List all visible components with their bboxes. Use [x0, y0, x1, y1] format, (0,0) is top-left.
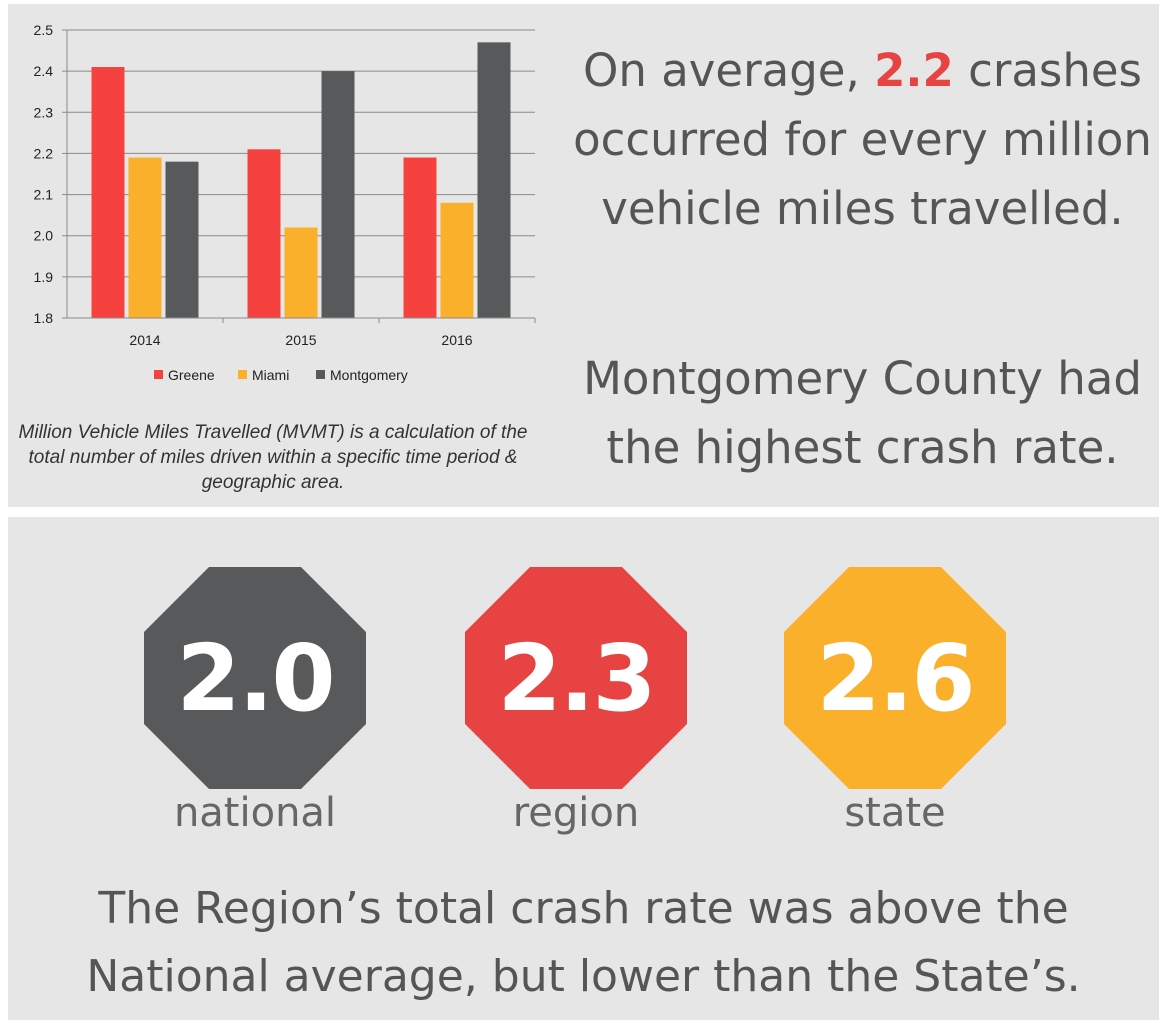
average-prefix: On average, [582, 44, 875, 97]
average-statement: On average, 2.2 crashes occurred for eve… [560, 36, 1165, 243]
region-label: region [512, 790, 640, 836]
y-tick-label: 2.5 [34, 22, 54, 38]
x-tick-label: 2016 [441, 332, 472, 348]
national-rate-value: 2.0 [176, 624, 336, 732]
octagon-shape [465, 567, 687, 789]
y-tick-label: 1.9 [34, 269, 54, 285]
national-octagon: 2.0 [144, 567, 366, 789]
bar-greene-2016 [403, 157, 437, 318]
bar-montgomery-2016 [477, 42, 511, 318]
region-comparison-statement: The Region’s total crash rate was above … [86, 883, 1081, 1002]
x-tick-label: 2014 [129, 332, 160, 348]
region-octagon: 2.3 [465, 567, 687, 789]
bar-greene-2014 [91, 67, 125, 319]
y-tick-label: 2.0 [34, 228, 54, 244]
legend-swatch-montgomery [316, 370, 325, 379]
bar-montgomery-2014 [165, 161, 199, 318]
region-rate-value: 2.3 [497, 624, 657, 732]
crash-rate-bar-chart: 1.8 1.9 2.0 2.1 2.2 2.3 2.4 2.5 2014 2015 2016 Gre… [34, 22, 536, 383]
y-tick-label: 2.3 [34, 104, 54, 120]
county-statement: Montgomery County had the highest crash … [583, 352, 1142, 474]
legend-label-greene: Greene [168, 367, 215, 383]
average-suffix: crashes occurred for every million vehic… [573, 44, 1152, 235]
y-tick-label: 2.2 [34, 145, 54, 161]
state-rate-value: 2.6 [816, 624, 976, 732]
bar-montgomery-2015 [321, 71, 355, 319]
y-tick-label: 1.8 [34, 310, 54, 326]
bar-miami-2014 [128, 157, 162, 318]
average-value: 2.2 [874, 44, 954, 97]
chart-panel [8, 4, 1159, 507]
y-tick-label: 2.1 [34, 187, 54, 203]
mvmt-note: Million Vehicle Miles Travelled (MVMT) i… [18, 422, 528, 493]
octagon-shape [784, 567, 1006, 789]
legend-swatch-miami [238, 370, 247, 379]
bar-miami-2015 [284, 227, 318, 318]
y-tick-label: 2.4 [34, 63, 54, 79]
octagon-shape [144, 567, 366, 789]
national-label: national [173, 790, 337, 836]
legend-label-montgomery: Montgomery [330, 367, 408, 383]
legend-label-miami: Miami [252, 367, 289, 383]
bar-greene-2015 [247, 149, 281, 318]
state-octagon: 2.6 [784, 567, 1006, 789]
state-label: state [844, 790, 946, 836]
legend-swatch-greene [154, 370, 163, 379]
x-tick-label: 2015 [285, 332, 316, 348]
bar-miami-2016 [440, 202, 474, 318]
